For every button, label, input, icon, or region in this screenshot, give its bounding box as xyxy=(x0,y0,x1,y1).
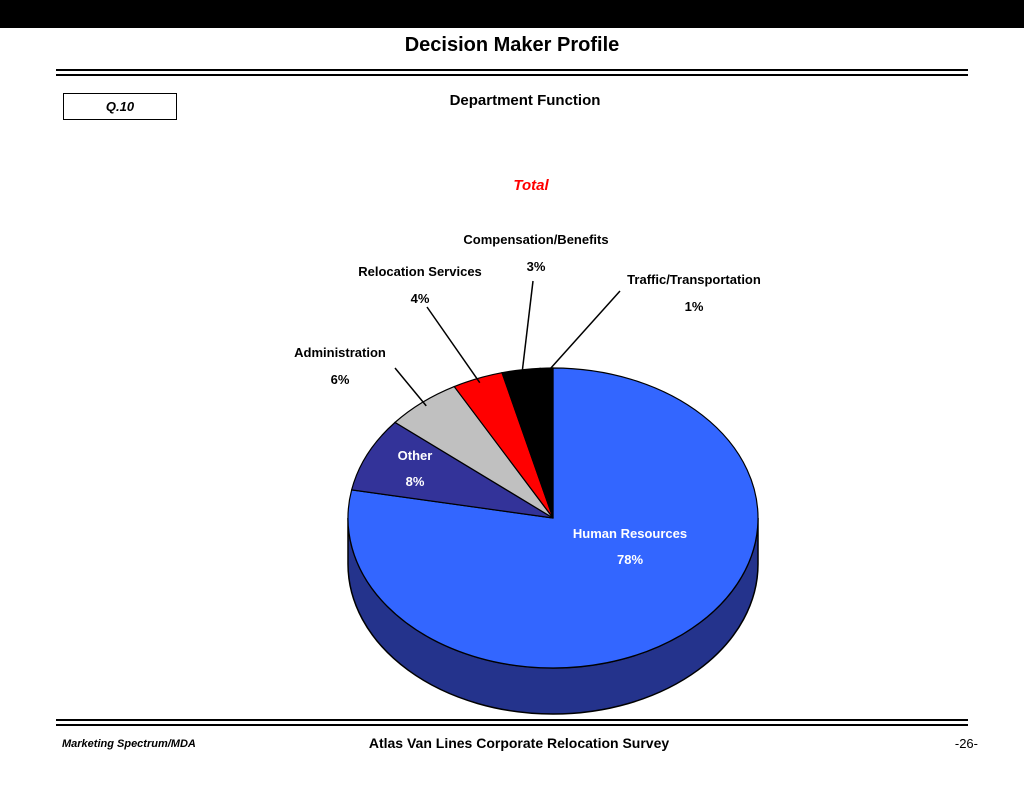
leader-line-administration xyxy=(394,367,427,407)
slice-pct-text: 1% xyxy=(684,299,704,314)
question-tag-label: Q.10 xyxy=(105,99,135,114)
slice-label-compensation-benefits: Compensation/Benefits 3% xyxy=(463,233,608,273)
slice-pct-text: 3% xyxy=(526,259,546,274)
slice-label-text: Traffic/Transportation xyxy=(627,272,761,287)
slice-label-text: Relocation Services xyxy=(358,264,482,279)
slice-pct-text: 4% xyxy=(410,291,430,306)
header-double-rule xyxy=(56,69,968,76)
slice-label-human-resources: Human Resources 78% xyxy=(573,527,687,566)
slice-label-text: Other xyxy=(397,448,433,463)
slice-pct-text: 78% xyxy=(616,552,644,567)
leader-line-traffic-transportation xyxy=(546,290,621,374)
leader-line-relocation-services xyxy=(426,306,481,384)
footer-page-number: -26- xyxy=(954,736,978,751)
pie-slice-other xyxy=(350,421,554,519)
slice-label-text: Administration xyxy=(294,345,386,360)
footer-double-rule xyxy=(56,719,968,726)
slice-label-traffic-transportation: Traffic/Transportation 1% xyxy=(627,273,761,313)
slice-label-administration: Administration 6% xyxy=(294,346,386,386)
slice-label-text: Compensation/Benefits xyxy=(463,232,609,247)
footer-source: Marketing Spectrum/MDA xyxy=(62,738,196,750)
slice-label-text: Human Resources xyxy=(572,526,688,541)
leader-line-compensation-benefits xyxy=(521,280,534,375)
slice-pct-text: 8% xyxy=(405,474,425,489)
section-title: Department Function xyxy=(449,92,601,109)
slice-label-other: Other 8% xyxy=(398,449,433,488)
top-bar xyxy=(0,0,1024,28)
footer-survey-title: Atlas Van Lines Corporate Relocation Sur… xyxy=(368,735,670,751)
page-title: Decision Maker Profile xyxy=(404,34,620,56)
question-tag-box: Q.10 xyxy=(63,93,177,120)
total-heading: Total xyxy=(513,177,549,194)
slice-pct-text: 6% xyxy=(330,372,350,387)
pie-slice-traffic-transportation xyxy=(539,367,554,519)
slice-label-relocation-services: Relocation Services 4% xyxy=(358,265,482,305)
